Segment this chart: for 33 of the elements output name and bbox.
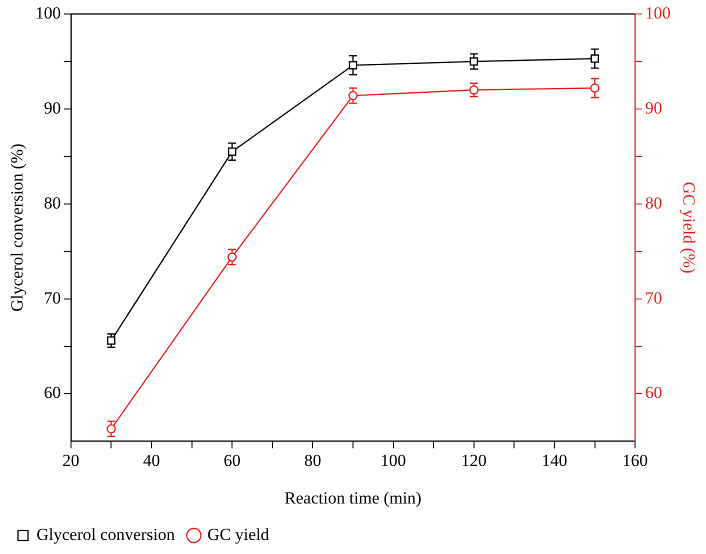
point xyxy=(106,424,116,434)
x-tick-label: 120 xyxy=(461,450,487,470)
x-tick-label: 140 xyxy=(542,450,568,470)
y-tick-label: 100 xyxy=(35,3,61,22)
point xyxy=(590,54,599,63)
point xyxy=(228,147,236,156)
y2-axis-title: GC yield (%) xyxy=(679,182,698,274)
y2-tick-label: 60 xyxy=(645,383,662,402)
legend-label: Glycerol conversion xyxy=(36,524,176,544)
x-tick-label: 160 xyxy=(622,450,648,470)
x-tick-label: 40 xyxy=(143,450,160,470)
y2-tick-label: 90 xyxy=(645,98,662,118)
point xyxy=(470,57,478,66)
point xyxy=(469,85,479,95)
y-tick-label: 70 xyxy=(44,288,61,308)
point xyxy=(227,252,237,262)
y-axis-title: Glycerol conversion (%) xyxy=(8,144,27,312)
point xyxy=(590,83,600,93)
y-tick-label: 90 xyxy=(44,98,61,118)
point xyxy=(348,61,358,70)
point xyxy=(348,90,358,100)
y2-tick-label: 100 xyxy=(645,3,671,22)
x-tick-label: 100 xyxy=(380,450,406,470)
x-tick-label: 60 xyxy=(224,450,241,470)
y-tick-label: 60 xyxy=(44,383,61,402)
y2-tick-label: 80 xyxy=(645,193,662,212)
point xyxy=(107,336,116,345)
x-tick-label: 20 xyxy=(62,450,80,470)
x-axis-title: Reaction time (min) xyxy=(284,488,422,508)
x-tick-label: 80 xyxy=(304,450,322,470)
y-tick-label: 80 xyxy=(44,193,61,212)
y2-tick-label: 70 xyxy=(645,288,662,308)
legend-label: GC yield xyxy=(207,524,270,544)
